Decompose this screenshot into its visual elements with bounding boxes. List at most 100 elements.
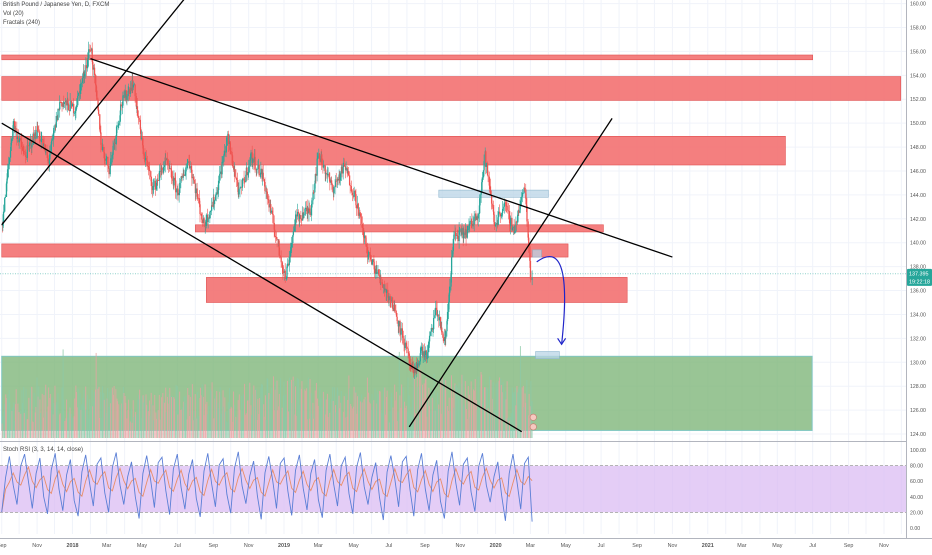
- volume-bar: [479, 400, 481, 438]
- volume-bar: [114, 419, 116, 438]
- volume-bar: [36, 377, 38, 438]
- volume-bar: [526, 379, 528, 438]
- candle-body: [70, 101, 73, 102]
- candle-body: [97, 109, 100, 115]
- volume-bar: [528, 393, 530, 438]
- volume-bar: [395, 391, 397, 438]
- candle-body: [398, 320, 400, 327]
- volume-bar: [211, 382, 213, 438]
- volume-bar: [398, 351, 400, 438]
- price-tick-label: 124.00: [910, 432, 926, 438]
- candle-body: [229, 141, 231, 152]
- candle-body: [433, 317, 435, 330]
- candle-body: [348, 175, 351, 186]
- volume-bar: [469, 417, 471, 438]
- candle-body: [448, 301, 450, 312]
- candle-body: [404, 342, 406, 349]
- candle-body: [153, 185, 155, 187]
- candle-body: [107, 156, 109, 166]
- volume-bar: [33, 392, 35, 438]
- candle-body: [334, 185, 336, 188]
- candle-body: [17, 137, 20, 143]
- volume-bar: [154, 394, 156, 438]
- volume-bar: [153, 420, 155, 438]
- volume-bar: [214, 398, 216, 438]
- candle-body: [162, 167, 165, 173]
- volume-bar: [433, 410, 435, 438]
- volume-bar: [340, 390, 342, 438]
- candle-body: [48, 159, 50, 164]
- candle-body: [335, 180, 337, 182]
- candle-body: [466, 229, 468, 238]
- volume-bar: [424, 379, 426, 438]
- candle-body: [328, 173, 330, 179]
- volume-bar: [482, 389, 484, 438]
- volume-bar: [413, 377, 415, 438]
- volume-bar: [339, 408, 341, 438]
- candle-body: [322, 166, 325, 168]
- volume-bar: [304, 390, 306, 438]
- volume-bar: [470, 381, 472, 438]
- candle-body: [12, 121, 15, 129]
- candle-body: [122, 95, 124, 106]
- volume-bar: [466, 409, 468, 438]
- volume-bar: [359, 401, 361, 438]
- volume-bar: [401, 384, 403, 438]
- time-tick-label: 2021: [702, 543, 714, 549]
- volume-bar: [336, 387, 338, 438]
- volume-bar: [313, 418, 315, 438]
- candle-body: [525, 189, 527, 199]
- candle-body: [4, 196, 6, 199]
- candle-body: [416, 363, 419, 369]
- candle-body: [263, 179, 266, 183]
- volume-bar: [190, 396, 192, 438]
- volume-bar: [303, 410, 305, 438]
- candle-body: [77, 92, 79, 96]
- candle-body: [402, 330, 404, 344]
- candle-body: [481, 182, 483, 193]
- volume-bar: [193, 410, 195, 438]
- candle-body: [503, 206, 505, 209]
- candle-body: [292, 235, 294, 244]
- volume-bar: [330, 418, 332, 438]
- volume-bar: [357, 396, 359, 438]
- candle-body: [129, 87, 132, 94]
- volume-bar: [358, 420, 360, 438]
- candle-body: [161, 167, 163, 170]
- volume-bar: [116, 398, 118, 438]
- candle-body: [193, 177, 195, 180]
- candle-body: [215, 192, 217, 196]
- stoch-rsi-band: [0, 465, 906, 513]
- candle-body: [370, 259, 373, 265]
- volume-bar: [504, 391, 506, 438]
- volume-bar: [6, 398, 8, 438]
- volume-bar: [198, 415, 200, 438]
- candle-body: [164, 165, 166, 168]
- candle-body: [115, 136, 117, 144]
- price-tick-label: 138.00: [910, 265, 926, 271]
- volume-bar: [213, 418, 215, 438]
- indicator-fractals: Fractals (240): [3, 20, 41, 26]
- price-tick-label: 126.00: [910, 408, 926, 414]
- candle-body: [514, 230, 516, 234]
- volume-bar: [16, 410, 18, 438]
- volume-bar: [361, 402, 363, 438]
- candle-body: [114, 142, 116, 144]
- volume-bar: [191, 389, 193, 438]
- volume-bar: [121, 399, 123, 438]
- time-tick-label: Jul: [385, 543, 392, 549]
- candle-body: [209, 210, 212, 213]
- candle-body: [529, 260, 532, 279]
- candle-body: [95, 85, 97, 91]
- resistance-zone: [1, 54, 813, 61]
- candle-body: [299, 215, 301, 220]
- volume-bar: [85, 386, 87, 438]
- volume-bar: [255, 388, 257, 438]
- volume-bar: [2, 416, 4, 438]
- candle-body: [522, 192, 524, 194]
- candle-body: [313, 192, 315, 194]
- candle-body: [32, 133, 34, 145]
- volume-bar: [113, 394, 115, 438]
